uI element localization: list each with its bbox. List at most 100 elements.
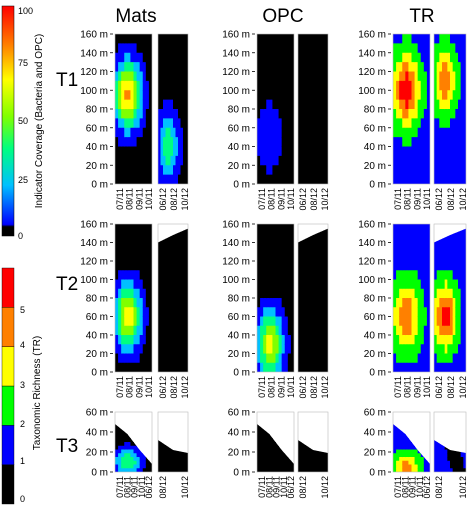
heatmap-cell xyxy=(290,99,294,110)
heatmap-cell xyxy=(121,445,125,450)
heatmap-cell xyxy=(439,43,443,54)
heatmap-cell xyxy=(290,137,294,147)
heatmap-cell xyxy=(408,146,412,157)
heatmap-cell xyxy=(452,440,456,443)
heatmap-cell xyxy=(402,261,406,271)
heatmap-cell xyxy=(450,109,454,119)
heatmap-cell xyxy=(408,424,412,428)
heatmap-cell xyxy=(436,228,440,234)
heatmap-cell xyxy=(142,127,147,138)
heatmap-cell xyxy=(303,416,306,420)
heatmap-cell xyxy=(411,34,416,44)
heatmap-cell xyxy=(148,90,152,101)
heatmap-cell xyxy=(181,416,184,420)
heatmap-cell xyxy=(434,62,438,72)
heatmap-cell xyxy=(450,353,454,364)
heatmap-cell xyxy=(266,137,270,147)
heatmap-cell xyxy=(439,90,443,101)
heatmap-cell xyxy=(281,445,286,450)
heatmap-cell xyxy=(298,316,301,327)
heatmap-cell xyxy=(300,298,304,308)
heatmap-cell xyxy=(396,316,400,327)
heatmap-cell xyxy=(402,344,406,354)
heatmap-cell xyxy=(436,34,440,44)
heatmap-cell xyxy=(175,298,179,308)
heatmap-cell xyxy=(127,325,131,336)
heatmap-cell xyxy=(175,34,179,44)
heatmap-cell xyxy=(275,460,280,465)
heatmap-cell xyxy=(272,165,276,176)
heatmap-cell xyxy=(308,165,311,176)
heatmap-cell xyxy=(284,52,289,63)
heatmap-cell xyxy=(423,353,428,364)
heatmap-cell xyxy=(423,109,428,119)
heatmap-cell xyxy=(423,344,428,354)
heatmap-cell xyxy=(444,449,448,454)
heatmap-cell xyxy=(121,261,125,271)
heatmap-cell xyxy=(272,270,276,280)
heatmap-cell xyxy=(320,362,324,372)
heatmap-cell xyxy=(325,325,328,336)
heatmap-cell xyxy=(408,362,412,372)
heatmap-cell xyxy=(145,438,150,443)
heatmap-cell xyxy=(323,43,326,54)
heatmap-cell xyxy=(318,62,321,72)
heatmap-cell xyxy=(287,445,292,450)
heatmap-cell xyxy=(266,34,270,44)
heatmap-cell xyxy=(301,435,304,439)
heatmap-cell xyxy=(408,464,412,469)
heatmap-cell xyxy=(455,279,459,290)
heatmap-cell xyxy=(396,165,400,176)
heatmap-cell xyxy=(420,261,425,271)
heatmap-cell xyxy=(436,155,440,166)
heatmap-cell xyxy=(305,174,309,184)
heatmap-cell xyxy=(139,460,144,465)
heatmap-cell xyxy=(257,412,261,416)
heatmap-cell xyxy=(399,442,403,447)
heatmap-cell xyxy=(320,127,324,138)
heatmap-cell xyxy=(444,362,448,372)
heatmap-cell xyxy=(445,431,448,435)
heatmap-cell xyxy=(437,420,440,424)
heatmap-cell xyxy=(178,440,181,443)
heatmap-cell xyxy=(124,71,128,82)
heatmap-cell xyxy=(393,353,397,364)
heatmap-cell xyxy=(281,261,286,271)
heatmap-cell xyxy=(402,62,406,72)
heatmap-cell xyxy=(442,270,446,280)
heatmap-cell xyxy=(136,335,141,345)
heatmap-cell xyxy=(313,464,316,469)
heatmap-cell xyxy=(447,416,450,420)
heatmap-cell xyxy=(313,270,316,280)
heatmap-cell xyxy=(450,233,454,243)
heatmap-cell xyxy=(414,137,419,147)
y-tick-label: 20 m xyxy=(86,161,108,172)
heatmap-cell xyxy=(320,109,324,119)
heatmap-cell xyxy=(180,233,184,243)
heatmap-cell xyxy=(175,464,179,469)
heatmap-cell xyxy=(165,242,169,253)
heatmap-cell xyxy=(439,127,443,138)
heatmap-cell xyxy=(426,137,430,147)
heatmap-cell xyxy=(455,449,459,454)
heatmap-cell xyxy=(127,416,131,420)
heatmap-cell xyxy=(318,431,321,435)
heatmap-cell xyxy=(313,90,316,101)
heatmap-cell xyxy=(303,62,306,72)
heatmap-cell xyxy=(124,90,128,101)
heatmap-cell xyxy=(124,127,128,138)
heatmap-cell xyxy=(266,412,270,416)
heatmap-cell xyxy=(145,288,150,299)
heatmap-cell xyxy=(414,146,419,157)
heatmap-cell xyxy=(260,424,264,428)
heatmap-cell xyxy=(269,251,273,262)
heatmap-cell xyxy=(266,335,270,345)
heatmap-cell xyxy=(411,427,416,432)
heatmap-cell xyxy=(171,420,174,424)
heatmap-cell xyxy=(455,261,459,271)
heatmap-cell xyxy=(170,80,174,91)
heatmap-cell xyxy=(269,224,273,234)
heatmap-cell xyxy=(408,445,412,450)
heatmap-cell xyxy=(396,174,400,184)
heatmap-cell xyxy=(284,427,289,432)
